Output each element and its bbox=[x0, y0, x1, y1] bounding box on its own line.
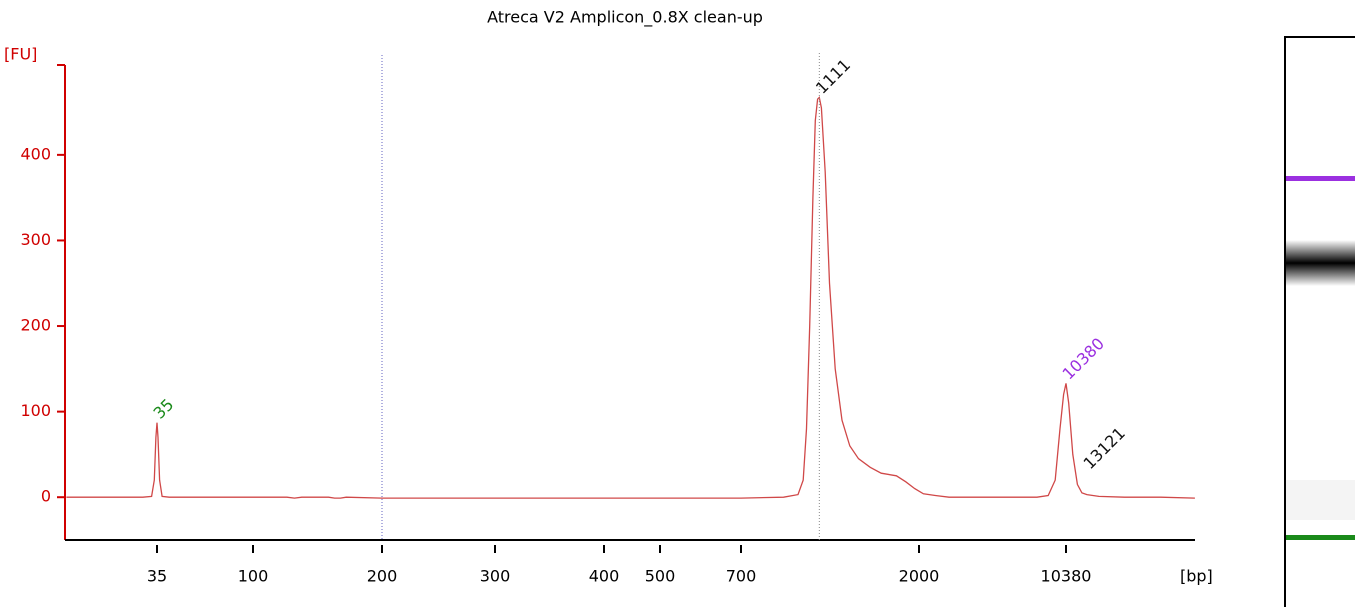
x-tick-label: 700 bbox=[726, 567, 757, 586]
gel-smear bbox=[1286, 480, 1355, 520]
gel-lane bbox=[1284, 36, 1355, 607]
peak-label: 35 bbox=[150, 395, 178, 423]
gel-band-upper-marker bbox=[1286, 176, 1355, 181]
x-tick-label: 100 bbox=[238, 567, 269, 586]
x-tick-label: 400 bbox=[589, 567, 620, 586]
x-tick-label: 2000 bbox=[899, 567, 940, 586]
x-axis-label: [bp] bbox=[1180, 567, 1213, 586]
x-tick-label: 500 bbox=[645, 567, 676, 586]
x-tick-label: 10380 bbox=[1041, 567, 1092, 586]
y-tick-label: 200 bbox=[20, 316, 51, 335]
y-tick-label: 0 bbox=[41, 487, 51, 506]
y-tick-label: 300 bbox=[20, 230, 51, 249]
chart-title: Atreca V2 Amplicon_0.8X clean-up bbox=[487, 8, 763, 28]
x-tick-label: 200 bbox=[367, 567, 398, 586]
gel-band-lower-marker bbox=[1286, 535, 1355, 540]
gel-band-sample bbox=[1286, 240, 1355, 286]
peak-label: 1111 bbox=[812, 55, 854, 97]
x-tick-label: 35 bbox=[147, 567, 167, 586]
y-tick-label: 100 bbox=[20, 401, 51, 420]
gel-frame bbox=[1284, 36, 1355, 607]
x-tick-label: 300 bbox=[480, 567, 511, 586]
y-tick-label: 400 bbox=[20, 144, 51, 163]
trace bbox=[66, 96, 1195, 499]
peak-label: 13121 bbox=[1079, 424, 1128, 473]
peak-label: 10380 bbox=[1059, 334, 1108, 383]
y-axis-label: [FU] bbox=[4, 45, 37, 64]
